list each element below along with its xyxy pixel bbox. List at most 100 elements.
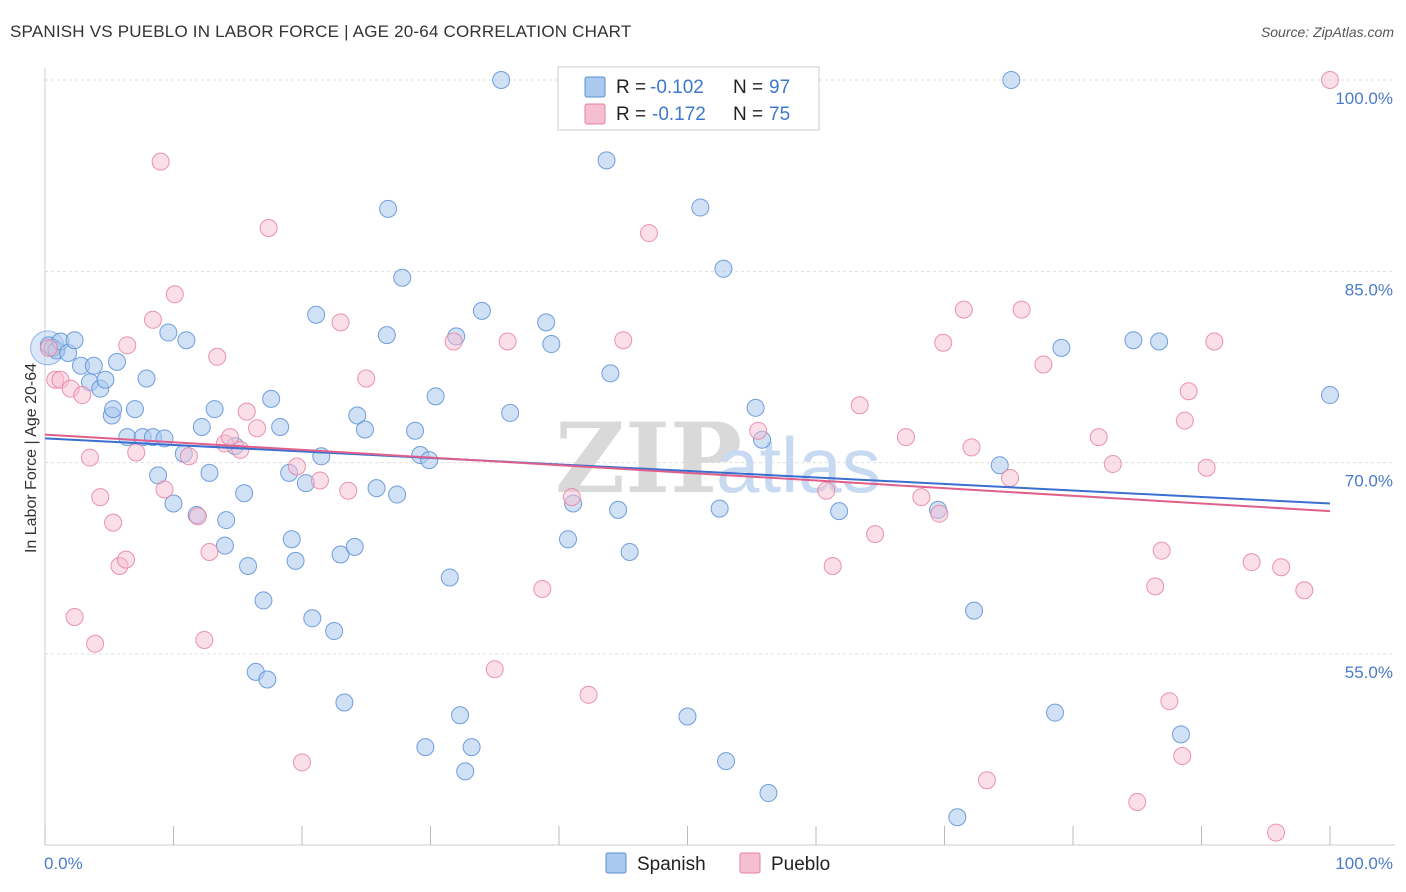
legend-pueblo-n-value: 75 (769, 104, 790, 125)
spanish-point (217, 511, 236, 530)
spanish-point (501, 403, 520, 422)
spanish-point (355, 420, 374, 439)
spanish-point (759, 784, 778, 803)
spanish-point (335, 693, 354, 712)
pueblo-point (1295, 581, 1314, 600)
spanish-point (96, 370, 115, 389)
pueblo-point (155, 480, 174, 499)
pueblo-point (866, 525, 885, 544)
pueblo-point (127, 443, 146, 462)
pueblo-point (1321, 71, 1339, 89)
spanish-point (678, 707, 697, 726)
pueblo-point (823, 556, 842, 575)
spanish-point (331, 545, 350, 564)
pueblo-point (248, 419, 267, 438)
bottom-legend-spanish-label: Spanish (637, 854, 706, 875)
pueblo-point (151, 152, 170, 171)
pueblo-point (259, 218, 278, 237)
pueblo-point (310, 471, 329, 490)
legend-spanish-n-value: 97 (769, 77, 790, 98)
pueblo-point (1272, 558, 1291, 577)
pueblo-point (237, 402, 256, 421)
spanish-point (714, 259, 733, 278)
spanish-point (137, 369, 156, 388)
legend-pueblo-r-value: -0.172 (652, 104, 706, 125)
spanish-point (258, 670, 277, 689)
pueblo-point (1012, 300, 1031, 319)
spanish-point (420, 451, 439, 470)
spanish-point (159, 323, 178, 342)
spanish-point (205, 400, 224, 419)
bottom-legend-spanish-swatch (605, 852, 627, 874)
spanish-point (235, 484, 254, 503)
spanish-point (462, 738, 481, 757)
spanish-point (104, 400, 123, 419)
pueblo-point (896, 428, 915, 447)
pueblo-point (912, 488, 931, 507)
spanish-point (307, 305, 326, 324)
pueblo-point (1175, 411, 1194, 430)
spanish-point (406, 421, 425, 440)
spanish-point (558, 530, 577, 549)
spanish-point (456, 762, 475, 781)
watermark: ZIP atlas (555, 402, 881, 515)
series-legend: Spanish Pueblo (605, 852, 830, 875)
spanish-point (325, 622, 344, 641)
pueblo-point (817, 481, 836, 500)
pueblo-point (1197, 458, 1216, 477)
pueblo-point (954, 300, 973, 319)
spanish-point (990, 456, 1009, 475)
pueblo-point (293, 753, 311, 772)
spanish-point (717, 752, 736, 771)
source-label: Source: ZipAtlas.com (1260, 24, 1394, 40)
spanish-point (1002, 71, 1021, 89)
pueblo-point (1205, 332, 1224, 351)
pueblo-point (1160, 692, 1179, 711)
x-tick-labels: 0.0% 100.0% (44, 854, 1393, 873)
pueblo-point (977, 771, 996, 790)
spanish-point (388, 485, 407, 504)
trend-lines (44, 433, 1331, 513)
pueblo-point (339, 481, 358, 500)
pueblo-point (195, 630, 214, 649)
spanish-point (393, 268, 412, 287)
legend-spanish-n-label: N = (733, 77, 763, 98)
spanish-point (345, 537, 364, 556)
pueblo-point (614, 331, 633, 350)
series-spanish-points (30, 71, 1339, 827)
spanish-point (1171, 725, 1190, 744)
spanish-point (192, 417, 211, 436)
pueblo-point (1001, 468, 1020, 487)
x-tick-label-min: 0.0% (44, 854, 83, 873)
pueblo-point (930, 504, 949, 523)
y-tick-label: 55.0% (1345, 663, 1393, 682)
spanish-point (1046, 703, 1065, 722)
spanish-point (215, 536, 234, 555)
spanish-point (440, 568, 459, 587)
pueblo-point (65, 608, 84, 627)
spanish-point (254, 591, 273, 610)
spanish-point (367, 479, 386, 498)
spanish-point (426, 387, 445, 406)
legend-pueblo-swatch (584, 103, 606, 125)
spanish-point (1150, 332, 1169, 351)
pueblo-trend-line (44, 433, 1331, 513)
pueblo-point (1034, 355, 1053, 374)
spanish-point (303, 609, 322, 628)
spanish-point (710, 499, 729, 518)
spanish-point (609, 500, 628, 519)
spanish-point (472, 301, 491, 320)
spanish-point (620, 542, 639, 561)
pueblo-point (116, 550, 135, 569)
x-tick-label-max: 100.0% (1335, 854, 1393, 873)
pueblo-point (331, 313, 350, 332)
spanish-point (107, 352, 126, 371)
legend-pueblo-n-label: N = (733, 104, 763, 125)
spanish-point (377, 326, 396, 345)
spanish-point (286, 551, 305, 570)
pueblo-point (1089, 428, 1108, 447)
pueblo-point (749, 421, 768, 440)
spanish-point (542, 335, 561, 354)
axes (44, 68, 1395, 846)
